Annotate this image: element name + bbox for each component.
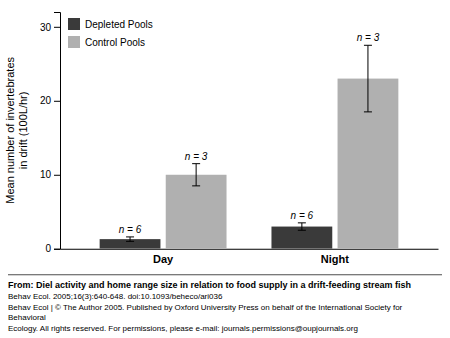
axis-line [54,13,61,250]
tick: 0 [45,243,60,254]
y-axis: 0 10 20 30 [40,13,61,255]
tick: 30 [40,21,60,32]
tick-label: Night [321,253,349,265]
tick-label: 20 [40,95,52,106]
tick-mark [54,249,60,250]
error-bar [364,45,372,112]
error-bar [126,237,134,241]
n-label: n = 3 [357,32,380,43]
legend-label: Depleted Pools [85,19,153,30]
error-bar [298,223,306,230]
tick: Night [321,249,349,265]
axis-line [61,249,439,250]
tick-label: Day [153,253,174,265]
x-axis: Day Night [61,249,439,265]
plot: 0 10 20 30 Day Night Mean number of invertebra… [4,13,439,265]
legend: Depleted Pools Control Pools [68,18,153,48]
tick-mark [54,27,60,28]
tick-mark [54,175,60,176]
data-labels: n = 6 n = 6 n = 3 n = 3 [119,32,380,235]
footer-text: Behav Ecol | © The Author 2005. Publishe… [8,303,403,322]
legend-label: Control Pools [85,37,145,48]
n-label: n = 6 [119,224,142,235]
footer: From: Diel activity and home range size … [8,280,411,333]
tick-label: 0 [45,243,51,254]
footer-text: Ecology. All rights reserved. For permis… [8,324,358,333]
tick: Day [153,249,174,265]
tick: 20 [40,95,60,106]
marks [100,45,399,248]
legend-item: Depleted Pools [68,18,153,30]
n-label: n = 6 [291,210,314,221]
chart: From: Diel activity and home range size … [0,0,450,338]
legend-swatch [68,36,80,48]
tick-label: 10 [40,169,52,180]
footer-text: From: Diel activity and home range size … [8,280,411,290]
footer-text: Behav Ecol. 2005;16(3):640-648. doi:10.1… [8,292,223,301]
legend-item: Control Pools [68,36,145,48]
error-bar [192,164,200,186]
axis-title: Mean number of invertebratesin drift (10… [4,57,29,204]
series [166,45,399,248]
tick-label: 30 [40,21,52,32]
n-label: n = 3 [185,151,208,162]
tick-mark [54,101,60,102]
legend-swatch [68,18,80,30]
separator [8,274,442,275]
tick: 10 [40,169,60,180]
